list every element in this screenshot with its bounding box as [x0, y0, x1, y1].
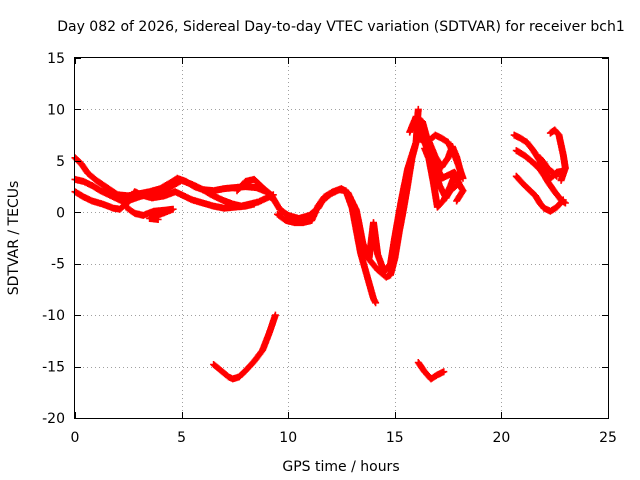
data-point-markers: [416, 131, 467, 182]
series-track-j: [421, 145, 463, 211]
x-axis-label: GPS time / hours: [282, 459, 399, 475]
series-track-p: [546, 126, 569, 184]
x-tick-label: 0: [71, 430, 80, 446]
data-point-markers: [512, 147, 569, 207]
data-point-markers: [421, 145, 463, 211]
series-track-q: [210, 311, 279, 383]
series-track-r: [414, 359, 448, 383]
y-tick-label: -15: [42, 360, 65, 376]
y-tick-labels: -20 -15 -10 -5 0 5 10 15: [42, 51, 65, 427]
data-point-markers: [546, 126, 569, 184]
x-tick-label: 25: [599, 430, 617, 446]
data-point-markers: [512, 172, 567, 215]
series-track-d: [122, 203, 177, 223]
x-tick-label: 15: [386, 430, 404, 446]
x-tick-label: 10: [279, 430, 297, 446]
chart-title: Day 082 of 2026, Sidereal Day-to-day VTE…: [57, 19, 625, 35]
data-point-markers: [122, 203, 177, 223]
y-tick-label: 0: [56, 205, 65, 221]
y-tick-label: 10: [47, 102, 65, 118]
y-tick-label: -20: [42, 411, 65, 427]
series-track-k: [416, 131, 467, 182]
data-point-markers: [536, 154, 561, 180]
x-tick-label: 20: [492, 430, 510, 446]
series-track-n: [512, 172, 567, 215]
series-track-m: [512, 147, 569, 207]
y-axis-label: SDTVAR / TECUs: [6, 181, 22, 296]
plot-frame: [74, 57, 609, 419]
data-point-markers: [210, 311, 279, 383]
y-tick-label: 15: [47, 51, 65, 67]
x-tick-labels: 0 5 10 15 20 25: [71, 430, 617, 446]
y-tick-label: 5: [56, 154, 65, 170]
y-tick-label: -5: [51, 257, 65, 273]
x-tick-label: 5: [177, 430, 186, 446]
data-point-markers: [414, 359, 448, 383]
y-tick-label: -10: [42, 308, 65, 324]
series-track-o: [536, 154, 561, 180]
axis-ticks: [75, 58, 609, 419]
